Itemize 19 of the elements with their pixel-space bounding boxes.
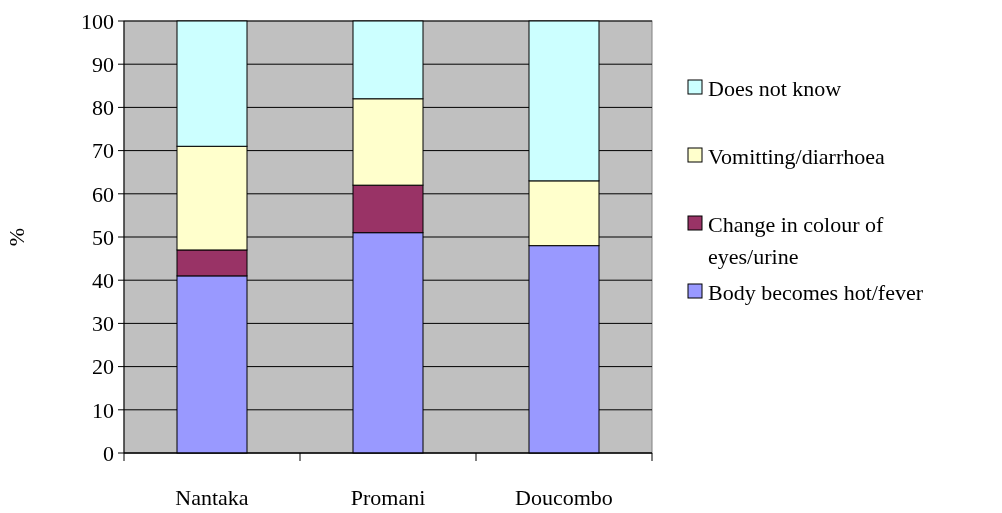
y-tick-label: 90 — [92, 51, 114, 77]
legend-label: Change in colour of eyes/urine — [708, 211, 885, 269]
y-tick-label: 40 — [92, 267, 114, 293]
y-tick-label: 10 — [92, 397, 114, 423]
y-tick-label: 70 — [92, 138, 114, 164]
y-tick-label: 0 — [103, 440, 114, 466]
y-tick-label: 20 — [92, 354, 114, 380]
y-tick-label: 60 — [92, 181, 114, 207]
x-tick-label: Promani — [350, 485, 426, 510]
legend-label: Vomitting/diarrhoea — [708, 143, 886, 169]
x-tick-label: Doucombo — [515, 485, 613, 510]
x-tick-label: Nantaka — [175, 485, 249, 510]
legend-label: Body becomes hot/fever — [708, 279, 924, 305]
y-tick-label: 30 — [92, 311, 114, 337]
y-tick-label: 80 — [92, 95, 114, 121]
y-tick-label: 50 — [92, 224, 114, 250]
y-axis-title: % — [4, 227, 29, 247]
y-tick-label: 100 — [81, 8, 114, 34]
legend-label: Does not know — [708, 75, 842, 101]
